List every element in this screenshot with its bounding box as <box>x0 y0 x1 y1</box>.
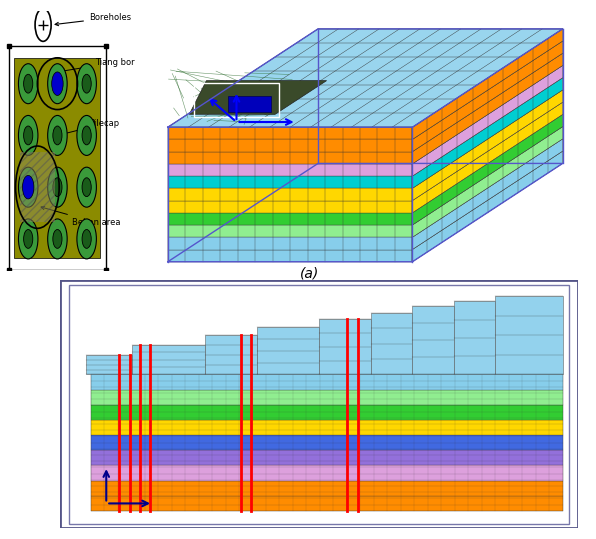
Polygon shape <box>454 301 495 375</box>
Circle shape <box>24 126 33 145</box>
Circle shape <box>48 219 67 259</box>
Bar <box>168 176 412 188</box>
Text: Pilecap: Pilecap <box>61 119 119 135</box>
Polygon shape <box>205 335 257 375</box>
Circle shape <box>24 74 33 93</box>
Polygon shape <box>86 355 132 375</box>
Text: (a): (a) <box>300 267 319 281</box>
Circle shape <box>48 115 67 155</box>
Polygon shape <box>371 313 412 375</box>
Bar <box>168 213 412 225</box>
Bar <box>228 96 271 112</box>
Polygon shape <box>412 139 563 250</box>
Polygon shape <box>412 66 563 176</box>
Bar <box>91 375 563 390</box>
Bar <box>168 164 412 176</box>
Circle shape <box>35 9 51 42</box>
Bar <box>9 46 106 270</box>
Bar <box>91 465 563 481</box>
Bar <box>168 188 412 201</box>
Circle shape <box>53 74 62 93</box>
Circle shape <box>82 230 91 248</box>
Bar <box>194 83 280 117</box>
Text: Tiang bor: Tiang bor <box>61 58 134 72</box>
Circle shape <box>77 64 97 103</box>
Polygon shape <box>412 151 563 262</box>
Circle shape <box>82 178 91 197</box>
Bar <box>91 435 563 450</box>
Circle shape <box>24 178 33 197</box>
Text: Boreholes: Boreholes <box>55 13 131 26</box>
Circle shape <box>23 175 34 199</box>
Bar <box>20 152 55 223</box>
Circle shape <box>48 64 67 103</box>
Polygon shape <box>412 41 563 151</box>
Bar <box>168 140 412 151</box>
Circle shape <box>53 230 62 248</box>
Polygon shape <box>257 327 319 375</box>
Bar <box>91 420 563 435</box>
Polygon shape <box>168 29 563 127</box>
Polygon shape <box>132 345 205 375</box>
Polygon shape <box>412 29 563 140</box>
Circle shape <box>77 115 97 155</box>
Bar <box>168 201 412 213</box>
Bar <box>168 250 412 262</box>
Polygon shape <box>412 53 563 164</box>
Polygon shape <box>412 306 454 375</box>
Circle shape <box>24 230 33 248</box>
Polygon shape <box>412 90 563 201</box>
Polygon shape <box>495 296 563 375</box>
Circle shape <box>82 126 91 145</box>
Text: Beban area: Beban area <box>41 206 120 227</box>
Polygon shape <box>412 127 563 237</box>
Circle shape <box>77 167 97 207</box>
Polygon shape <box>412 114 563 225</box>
Circle shape <box>18 64 38 103</box>
Bar <box>91 481 563 496</box>
Bar <box>168 225 412 237</box>
Circle shape <box>52 72 63 95</box>
Circle shape <box>82 74 91 93</box>
Circle shape <box>53 126 62 145</box>
Bar <box>91 405 563 420</box>
Circle shape <box>53 178 62 197</box>
Circle shape <box>18 115 38 155</box>
Bar <box>168 151 412 164</box>
Polygon shape <box>412 78 563 188</box>
Bar <box>168 127 412 140</box>
Polygon shape <box>190 81 327 114</box>
Bar <box>91 390 563 405</box>
Circle shape <box>18 167 38 207</box>
Polygon shape <box>412 102 563 213</box>
Bar <box>91 450 563 465</box>
Bar <box>168 237 412 250</box>
Circle shape <box>48 167 67 207</box>
Bar <box>91 496 563 511</box>
Circle shape <box>77 219 97 259</box>
Polygon shape <box>319 319 371 375</box>
Bar <box>14 58 100 258</box>
Circle shape <box>18 219 38 259</box>
